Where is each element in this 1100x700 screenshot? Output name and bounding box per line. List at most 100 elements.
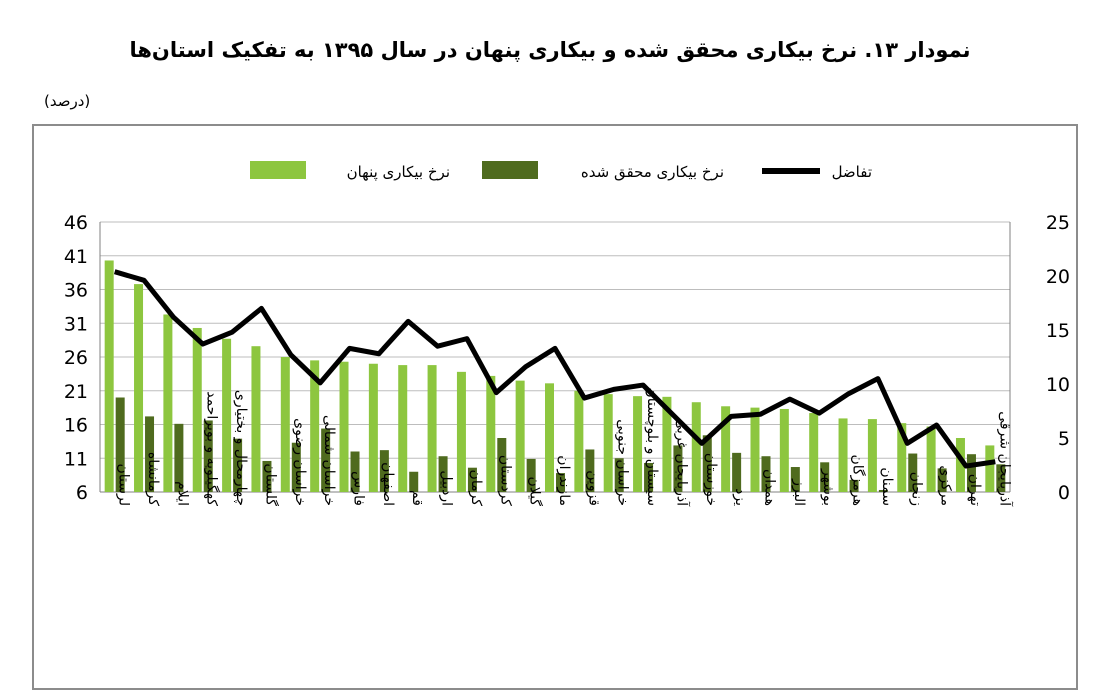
- x-tick-label: قم: [409, 490, 425, 506]
- bar-realized-unemployment: [174, 423, 184, 492]
- y-right-tick-label: 0: [1058, 482, 1070, 504]
- bar-realized-unemployment: [203, 420, 213, 492]
- chart-frame: [32, 124, 1078, 690]
- series-line-difference: [113, 269, 996, 469]
- bar-realized-unemployment: [467, 467, 477, 492]
- bar-hidden-unemployment: [603, 394, 613, 492]
- y-right-tick-label: 10: [1046, 374, 1070, 396]
- bar-realized-unemployment: [673, 445, 683, 492]
- x-tick-label: همدان: [761, 469, 777, 506]
- bar-hidden-unemployment: [838, 418, 848, 492]
- bar-realized-unemployment: [614, 458, 624, 492]
- x-tick-label: خراسان رضوی: [292, 418, 308, 506]
- bar-realized-unemployment: [145, 416, 155, 492]
- bar-hidden-unemployment: [926, 426, 936, 492]
- legend-label-realized: نرخ بیکاری محقق شده: [581, 163, 724, 181]
- bar-hidden-unemployment: [163, 314, 173, 492]
- legend-swatch-realized: [482, 161, 538, 179]
- x-tick-label: اردبیل: [439, 470, 455, 506]
- bar-hidden-unemployment: [662, 396, 672, 492]
- bar-realized-unemployment: [379, 450, 389, 492]
- bar-hidden-unemployment: [985, 445, 995, 492]
- bar-hidden-unemployment: [368, 363, 378, 492]
- x-tick-label: کرمان: [468, 470, 484, 507]
- bar-realized-unemployment: [790, 467, 800, 492]
- y-left-tick-label: 46: [64, 212, 88, 234]
- y-right-tick-label: 15: [1046, 320, 1070, 342]
- x-tick-label: خراسان جنوبی: [615, 419, 631, 506]
- x-tick-label: چهارمحال و بختیاری: [233, 390, 249, 506]
- x-tick-label: سیستان و بلوچستان: [644, 387, 660, 506]
- bar-hidden-unemployment: [955, 438, 965, 492]
- legend-label-hidden: نرخ بیکاری پنهان: [347, 163, 450, 182]
- bar-realized-unemployment: [761, 456, 771, 492]
- bar-realized-unemployment: [996, 464, 1006, 492]
- bar-hidden-unemployment: [897, 423, 907, 492]
- y-left-tick-label: 26: [64, 347, 88, 369]
- chart-title: نمودار ۱۳. نرخ بیکاری محقق شده و بیکاری …: [129, 38, 971, 62]
- bar-realized-unemployment: [878, 489, 888, 492]
- y-left-tick-label: 11: [64, 448, 88, 470]
- bar-realized-unemployment: [497, 438, 507, 492]
- bar-realized-unemployment: [115, 397, 125, 492]
- bar-hidden-unemployment: [251, 346, 261, 492]
- y-right-tick-label: 5: [1058, 428, 1070, 450]
- bar-hidden-unemployment: [427, 365, 437, 492]
- bar-hidden-unemployment: [545, 383, 554, 492]
- bar-hidden-unemployment: [222, 338, 232, 492]
- bar-hidden-unemployment: [486, 375, 496, 492]
- x-tick-label: آذربایجان شرقی: [996, 411, 1013, 507]
- bar-hidden-unemployment: [574, 390, 584, 492]
- bar-hidden-unemployment: [398, 365, 408, 492]
- y-left-tick-label: 6: [76, 482, 88, 504]
- bar-hidden-unemployment: [867, 419, 877, 492]
- x-tick-label: مازندران: [556, 455, 572, 506]
- bar-hidden-unemployment: [515, 380, 525, 492]
- x-tick-label: خوزستان: [703, 453, 719, 506]
- x-tick-label: زنجان: [908, 472, 924, 506]
- y-left-tick-label: 16: [64, 415, 88, 437]
- bar-realized-unemployment: [233, 438, 243, 492]
- bar-realized-unemployment: [644, 462, 654, 492]
- bar-realized-unemployment: [585, 449, 595, 492]
- x-tick-label: خراسان شمالی: [321, 415, 337, 506]
- bar-hidden-unemployment: [339, 361, 349, 492]
- bar-realized-unemployment: [409, 471, 419, 492]
- x-tick-label: کهگیلویه و بویراحمد: [204, 391, 221, 506]
- bar-hidden-unemployment: [691, 402, 701, 492]
- y-left-tick-label: 36: [64, 280, 88, 302]
- x-tick-label: لرستان: [116, 464, 132, 507]
- x-tick-label: فارس: [351, 471, 367, 506]
- unit-label: (درصد): [44, 92, 91, 110]
- bar-realized-unemployment: [937, 468, 947, 492]
- bar-realized-unemployment: [556, 473, 565, 492]
- y-right-tick-label: 25: [1046, 212, 1070, 234]
- bar-realized-unemployment: [262, 460, 272, 492]
- legend-label-difference: تفاضل: [832, 163, 872, 181]
- x-tick-label: گلستان: [262, 463, 279, 506]
- bar-realized-unemployment: [820, 462, 830, 492]
- x-tick-label: یزد: [732, 488, 748, 506]
- bar-realized-unemployment: [526, 458, 536, 492]
- x-tick-label: هرمزگان: [850, 454, 867, 506]
- bar-realized-unemployment: [908, 453, 918, 492]
- x-tick-label: کرمانشاه: [145, 452, 161, 506]
- bar-hidden-unemployment: [750, 407, 760, 492]
- x-tick-label: کردستان: [497, 455, 513, 506]
- bar-realized-unemployment: [702, 435, 712, 492]
- bar-hidden-unemployment: [633, 396, 643, 492]
- x-tick-label: البرز: [791, 478, 807, 506]
- bar-hidden-unemployment: [809, 413, 819, 492]
- bar-realized-unemployment: [291, 442, 301, 492]
- x-tick-label: گیلان: [527, 476, 544, 506]
- bar-hidden-unemployment: [779, 408, 789, 492]
- y-left-tick-label: 31: [64, 313, 88, 335]
- bar-hidden-unemployment: [456, 371, 466, 492]
- x-tick-label: اصفهان: [380, 462, 396, 506]
- bar-realized-unemployment: [732, 452, 742, 492]
- y-left-tick-label: 41: [64, 246, 88, 268]
- x-tick-label: سمنان: [879, 467, 895, 506]
- x-tick-label: بوشهر: [820, 468, 836, 506]
- bar-hidden-unemployment: [104, 260, 114, 492]
